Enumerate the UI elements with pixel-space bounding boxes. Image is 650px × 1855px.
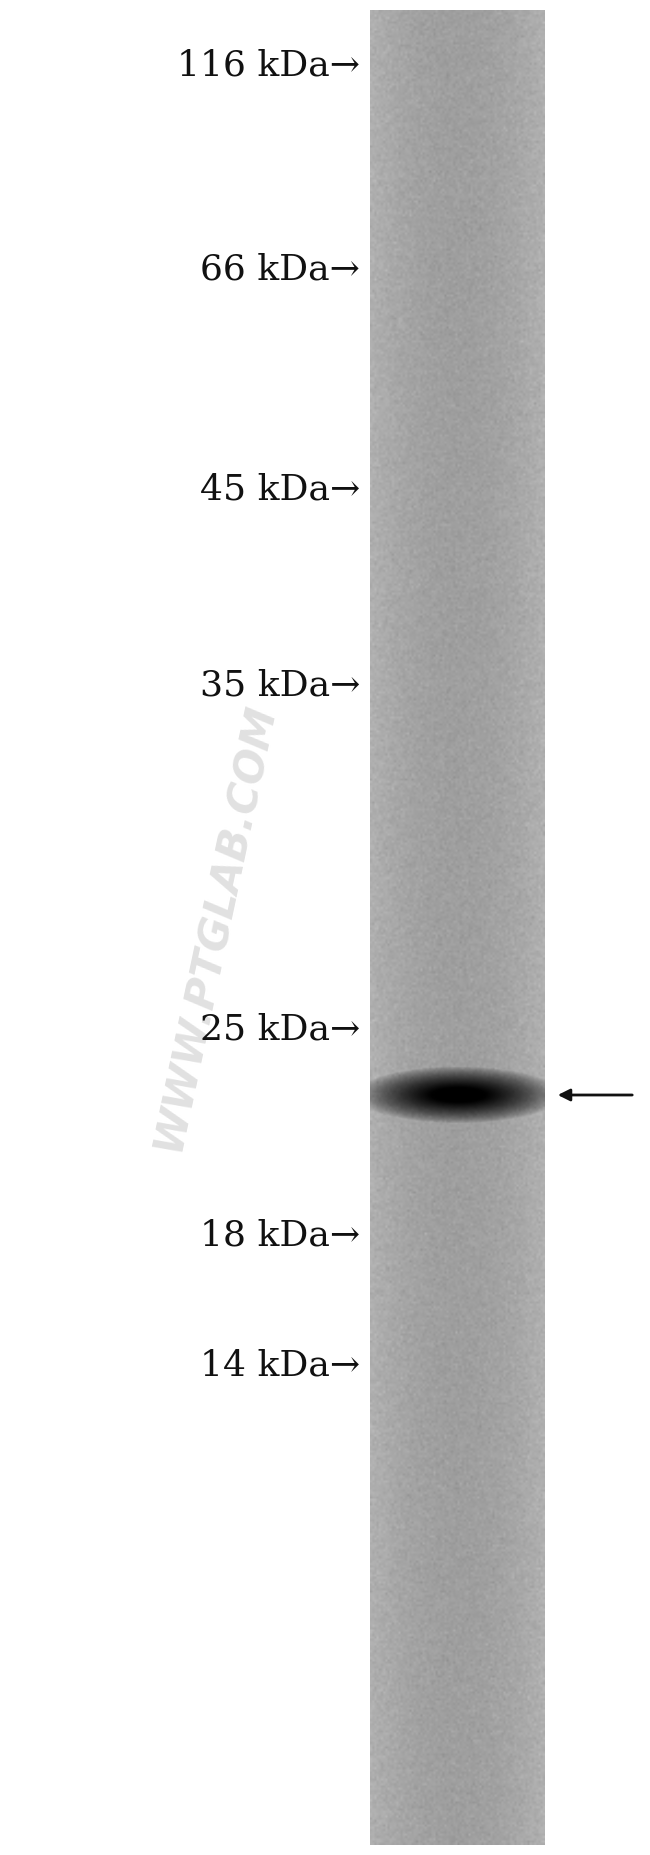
Text: 66 kDa→: 66 kDa→	[200, 252, 360, 288]
Text: 35 kDa→: 35 kDa→	[200, 668, 360, 701]
Text: 18 kDa→: 18 kDa→	[200, 1219, 360, 1252]
Text: 45 kDa→: 45 kDa→	[200, 473, 360, 506]
Text: WWW.PTGLAB.COM: WWW.PTGLAB.COM	[146, 699, 283, 1156]
Text: 116 kDa→: 116 kDa→	[177, 48, 360, 82]
Text: 25 kDa→: 25 kDa→	[200, 1013, 360, 1046]
Text: 14 kDa→: 14 kDa→	[200, 1349, 360, 1382]
